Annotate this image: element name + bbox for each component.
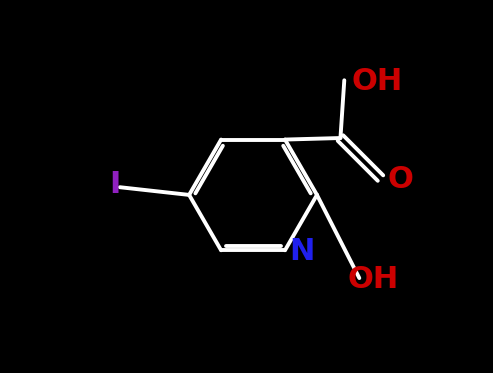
Text: O: O bbox=[388, 165, 414, 194]
Text: I: I bbox=[109, 170, 121, 200]
Text: OH: OH bbox=[348, 265, 399, 294]
Text: N: N bbox=[289, 236, 314, 266]
Text: OH: OH bbox=[352, 67, 403, 96]
